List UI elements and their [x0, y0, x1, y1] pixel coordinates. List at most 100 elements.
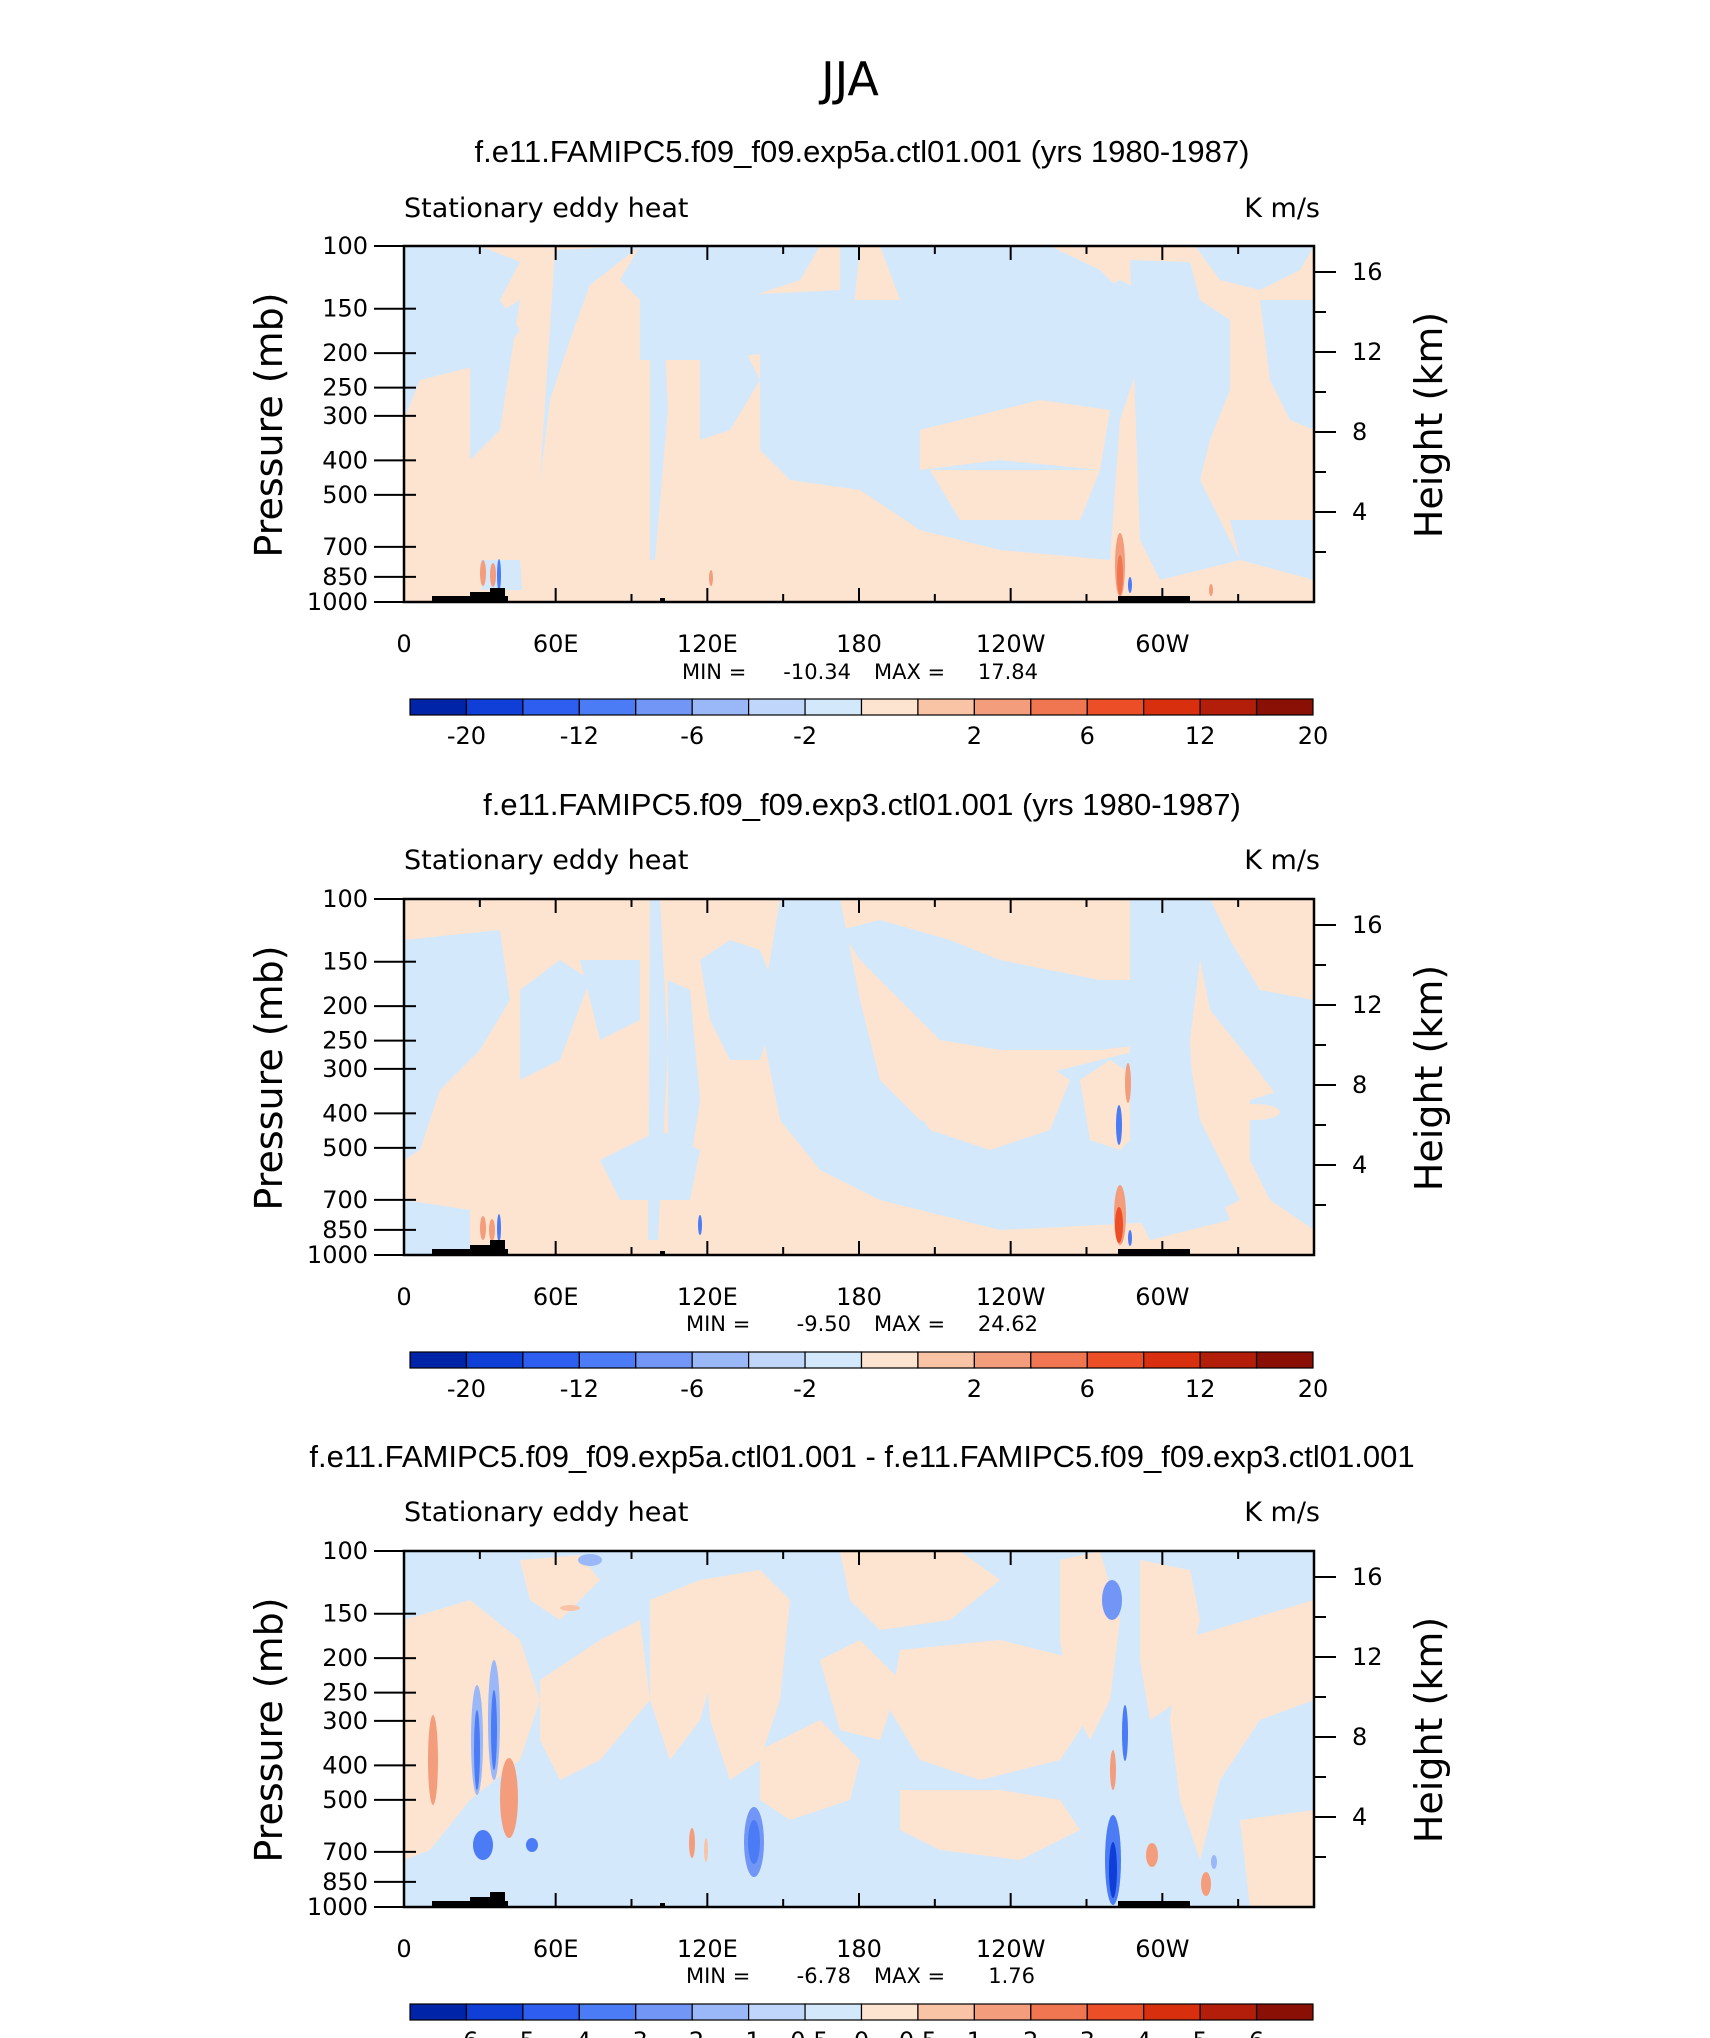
colorbar-box	[1086, 698, 1145, 716]
x-tick-label: 60W	[1135, 1283, 1189, 1311]
colorbar-box	[804, 2003, 863, 2021]
colorbar-label: -2	[793, 722, 817, 750]
panel-1-left-string: Stationary eddy heat	[404, 193, 689, 224]
x-tick-label: 120W	[976, 1283, 1046, 1311]
x-tick-label: 60E	[533, 630, 579, 658]
right-tick-label: 8	[1352, 1723, 1367, 1751]
colorbar-box	[917, 1351, 975, 1369]
colorbar-label: -12	[560, 1375, 599, 1403]
colorbar-label: 12	[1185, 722, 1216, 750]
x-tick-label: 120E	[677, 1283, 738, 1311]
y-tick-label: 400	[322, 1099, 368, 1127]
colorbar-box	[748, 2003, 806, 2021]
right-tick-label: 4	[1352, 1151, 1367, 1179]
y-tick-label: 300	[322, 402, 368, 430]
panel-1-colorbar: -20 -12 -6 -2 2 6 12 20	[409, 698, 1328, 750]
colorbar-box	[1199, 2003, 1258, 2021]
colorbar-box	[691, 1351, 750, 1369]
panel-2-min-label: MIN =	[686, 1312, 750, 1336]
y-tick-label: 1000	[307, 1241, 368, 1269]
right-tick-label: 4	[1352, 1803, 1367, 1831]
panel-2-left-string: Stationary eddy heat	[404, 845, 689, 876]
right-tick-label: 8	[1352, 1071, 1367, 1099]
panel-3-colorbar: -6 -5 -4 -3 -2 -1 -0.5 0 0.5 1 2 3 4 5 6	[409, 2003, 1314, 2038]
colorbar-box	[409, 2003, 468, 2021]
panel-3-ylabel-right: Height (km)	[1407, 1617, 1451, 1843]
y-tick-label: 300	[322, 1055, 368, 1083]
colorbar-box	[578, 2003, 637, 2021]
colorbar-box	[1030, 1351, 1088, 1369]
panel-3-contour-field	[404, 1551, 1314, 1907]
colorbar-box	[409, 1351, 468, 1369]
colorbar-box	[973, 698, 1032, 716]
colorbar-label: 12	[1185, 1375, 1216, 1403]
colorbar-box	[1030, 2003, 1088, 2021]
colorbar-box	[748, 1351, 806, 1369]
colorbar-box	[635, 2003, 693, 2021]
x-tick-label: 0	[396, 630, 411, 658]
colorbar-label: 20	[1298, 1375, 1329, 1403]
panel-3: f.e11.FAMIPC5.f09_f09.exp5a.ctl01.001 - …	[247, 1439, 1451, 2038]
panel-2-max-value: 24.62	[978, 1312, 1038, 1336]
y-tick-label: 250	[322, 1679, 368, 1707]
y-tick-label: 850	[322, 1868, 368, 1896]
colorbar-box	[860, 698, 919, 716]
colorbar-box	[578, 1351, 637, 1369]
y-tick-label: 150	[322, 948, 368, 976]
panel-2-minmax: MIN = -9.50 MAX = 24.62	[686, 1312, 1038, 1336]
colorbar-label: 5	[1192, 2027, 1207, 2038]
right-tick-label: 16	[1352, 911, 1383, 939]
panel-2-title: f.e11.FAMIPC5.f09_f09.exp3.ctl01.001 (yr…	[483, 787, 1241, 822]
colorbar-label: 3	[1080, 2027, 1095, 2038]
colorbar-box	[973, 1351, 1032, 1369]
colorbar-label: -5	[511, 2027, 535, 2038]
panel-1-min-label: MIN =	[682, 660, 746, 684]
x-tick-label: 60W	[1135, 1935, 1189, 1963]
colorbar-label: -12	[560, 722, 599, 750]
panel-2-units: K m/s	[1244, 845, 1320, 876]
x-tick-label: 60E	[533, 1935, 579, 1963]
panel-3-minmax: MIN = -6.78 MAX = 1.76	[686, 1964, 1035, 1988]
panel-3-max-value: 1.76	[988, 1964, 1035, 1988]
panel-1-contour-field	[404, 246, 1314, 602]
panel-1-max-value: 17.84	[978, 660, 1038, 684]
colorbar-label: -2	[680, 2027, 704, 2038]
colorbar-label: -20	[447, 722, 486, 750]
y-tick-label: 200	[322, 1644, 368, 1672]
y-tick-label: 850	[322, 1216, 368, 1244]
right-tick-label: 12	[1352, 1643, 1383, 1671]
colorbar-box	[691, 698, 750, 716]
y-tick-label: 850	[322, 563, 368, 591]
colorbar-label: 4	[1136, 2027, 1151, 2038]
colorbar-box	[748, 698, 806, 716]
panel-2-ylabel: Pressure (mb)	[247, 945, 291, 1210]
x-tick-label: 60W	[1135, 630, 1189, 658]
x-tick-label: 120E	[677, 630, 738, 658]
panel-2-contour-field	[404, 899, 1314, 1255]
colorbar-label: 1	[967, 2027, 982, 2038]
colorbar-box	[1255, 698, 1314, 716]
colorbar-box	[1143, 1351, 1201, 1369]
y-tick-label: 400	[322, 446, 368, 474]
panel-1-ylabel-right: Height (km)	[1407, 312, 1451, 538]
colorbar-box	[917, 2003, 975, 2021]
panel-3-ylabel: Pressure (mb)	[247, 1597, 291, 1862]
x-tick-label: 180	[836, 1283, 882, 1311]
x-tick-label: 0	[396, 1935, 411, 1963]
colorbar-box	[917, 698, 975, 716]
colorbar-box	[860, 2003, 919, 2021]
colorbar-label: -6	[454, 2027, 478, 2038]
colorbar-box	[465, 698, 524, 716]
y-tick-label: 400	[322, 1751, 368, 1779]
y-tick-label: 200	[322, 992, 368, 1020]
colorbar-box	[465, 1351, 524, 1369]
y-tick-label: 200	[322, 339, 368, 367]
colorbar-box	[1086, 2003, 1145, 2021]
colorbar-box	[973, 2003, 1032, 2021]
right-tick-label: 16	[1352, 258, 1383, 286]
x-tick-label: 180	[836, 630, 882, 658]
colorbar-box	[1199, 698, 1258, 716]
right-tick-label: 8	[1352, 418, 1367, 446]
colorbar-label: -20	[447, 1375, 486, 1403]
